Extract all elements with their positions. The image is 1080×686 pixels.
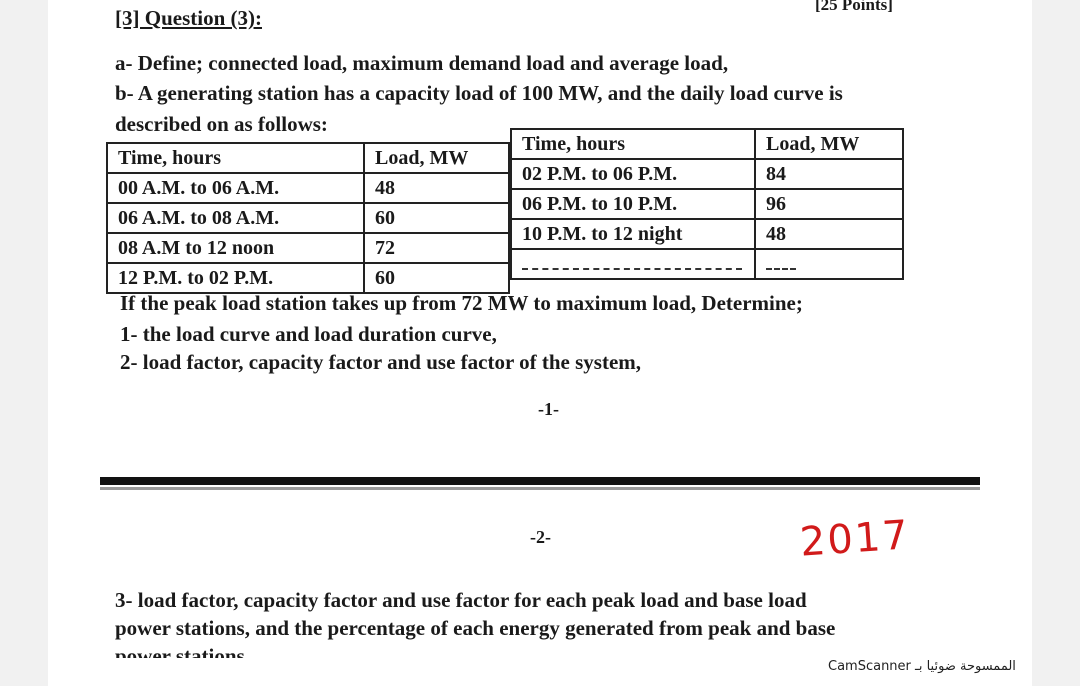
part-a: a- Define; connected load, maximum deman…: [115, 51, 729, 75]
table-row: 12 P.M. to 02 P.M. 60: [106, 262, 510, 294]
part-3-line: 3- load factor, capacity factor and use …: [115, 588, 807, 612]
cell: 00 A.M. to 06 A.M.: [106, 172, 365, 204]
cell: 60: [363, 262, 510, 294]
cell: 60: [363, 202, 510, 234]
part-b-line: described on as follows:: [115, 112, 328, 136]
cell: 72: [363, 232, 510, 264]
question-line: 1- the load curve and load duration curv…: [120, 322, 497, 346]
table-header-row: Time, hours Load, MW: [510, 128, 904, 160]
column-header: Time, hours: [510, 128, 756, 160]
page-number: -1-: [538, 399, 559, 419]
cell: 08 A.M to 12 noon: [106, 232, 365, 264]
column-header: Load, MW: [363, 142, 510, 174]
cell: [510, 248, 756, 280]
question-line: 2- load factor, capacity factor and use …: [120, 350, 642, 374]
table-row: 00 A.M. to 06 A.M. 48: [106, 172, 510, 204]
part-3-line: power stations.: [115, 644, 250, 659]
table-row: 06 P.M. to 10 P.M. 96: [510, 188, 904, 220]
clip: power stations.: [48, 640, 1032, 659]
cell: 48: [754, 218, 904, 250]
cell: 12 P.M. to 02 P.M.: [106, 262, 365, 294]
cell: [754, 248, 904, 280]
table-row: [510, 248, 904, 280]
cell: 48: [363, 172, 510, 204]
load-table-right: Time, hours Load, MW 02 P.M. to 06 P.M. 84…: [510, 128, 904, 280]
page-divider: [100, 477, 980, 485]
points: [25 Points]: [815, 0, 893, 14]
table-row: 08 A.M to 12 noon 72: [106, 232, 510, 264]
cell: 10 P.M. to 12 night: [510, 218, 756, 250]
table-header-row: Time, hours Load, MW: [106, 142, 510, 174]
blank-dashes: [766, 267, 796, 270]
cell: 06 A.M. to 08 A.M.: [106, 202, 365, 234]
question-heading: [3] Question (3):: [115, 6, 262, 30]
cell: 96: [754, 188, 904, 220]
page-divider: [100, 487, 980, 490]
watermark: الممسوحة ضوئيا بـ CamScanner: [828, 659, 1016, 674]
part-b-line: b- A generating station has a capacity l…: [115, 81, 843, 105]
page-number: -2-: [530, 527, 551, 547]
table-row: 06 A.M. to 08 A.M. 60: [106, 202, 510, 234]
question-line: If the peak load station takes up from 7…: [120, 291, 803, 315]
blank-dashes: [522, 267, 742, 270]
table-row: 02 P.M. to 06 P.M. 84: [510, 158, 904, 190]
column-header: Load, MW: [754, 128, 904, 160]
cell: 06 P.M. to 10 P.M.: [510, 188, 756, 220]
document-page: [3] Question (3): [25 Points] a- Define;…: [48, 0, 1032, 686]
table-row: 10 P.M. to 12 night 48: [510, 218, 904, 250]
cell: 84: [754, 158, 904, 190]
handwritten-year: 2017: [798, 512, 912, 566]
load-table-left: Time, hours Load, MW 00 A.M. to 06 A.M. 48…: [106, 142, 510, 294]
cell: 02 P.M. to 06 P.M.: [510, 158, 756, 190]
column-header: Time, hours: [106, 142, 365, 174]
part-3-line: power stations, and the percentage of ea…: [115, 616, 836, 640]
